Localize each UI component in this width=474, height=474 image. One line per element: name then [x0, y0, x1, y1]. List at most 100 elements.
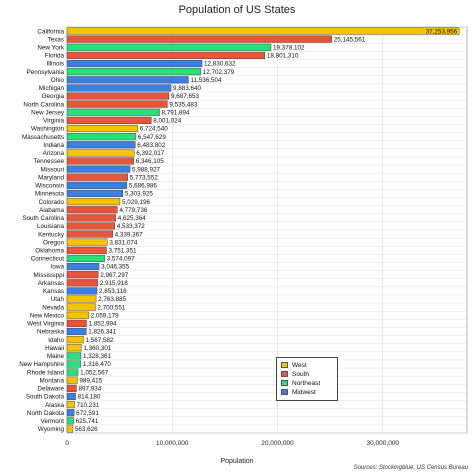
bar-value-label: 563,626	[75, 426, 98, 433]
bar-kansas	[66, 287, 98, 295]
legend-label-west: West	[292, 362, 307, 369]
y-category-label: Utah	[51, 296, 65, 303]
bar-delaware	[66, 384, 77, 392]
y-category-label: Colorado	[38, 199, 64, 206]
bar-alabama	[66, 206, 118, 214]
bar-value-label: 9,883,640	[173, 85, 202, 92]
bar-hawaii	[66, 344, 82, 352]
y-category-label: South Carolina	[22, 215, 64, 222]
bar-value-label: 5,303,925	[125, 191, 154, 198]
y-category-label: North Dakota	[27, 410, 65, 417]
bar-value-label: 2,763,885	[98, 296, 127, 303]
bar-iowa	[66, 263, 100, 271]
y-category-label: Idaho	[48, 337, 64, 344]
bar-georgia	[66, 92, 170, 100]
y-category-label: Nevada	[42, 304, 64, 311]
bar-new-mexico	[66, 311, 89, 319]
y-category-label: Hawaii	[45, 345, 64, 352]
y-category-label: Alabama	[39, 207, 64, 214]
y-category-label: Florida	[45, 53, 65, 60]
bar-value-label: 1,852,994	[89, 321, 118, 328]
y-category-label: Rhode Island	[27, 369, 65, 376]
y-category-label: Indiana	[43, 142, 64, 149]
y-category-label: Alaska	[45, 402, 64, 409]
bar-value-label: 2,853,118	[99, 288, 127, 295]
y-category-label: California	[37, 28, 64, 35]
bar-value-label: 1,567,582	[86, 337, 115, 344]
bar-value-label: 625,741	[76, 418, 99, 425]
bar-arizona	[66, 149, 135, 157]
bar-value-label: 989,415	[79, 377, 102, 384]
bar-value-label: 5,686,986	[129, 183, 158, 190]
bar-vermont	[66, 417, 74, 425]
y-category-label: Arizona	[43, 150, 65, 157]
y-category-label: Ohio	[51, 77, 65, 84]
bar-connecticut	[66, 254, 105, 262]
bar-value-label: 1,826,341	[88, 329, 117, 336]
bar-pennsylvania	[66, 68, 201, 76]
bar-value-label: 3,831,074	[109, 239, 138, 246]
y-category-label: Nebraska	[37, 329, 64, 336]
bar-value-label: 2,915,918	[100, 280, 129, 287]
y-category-label: Arkansas	[38, 280, 64, 287]
bar-mississippi	[66, 271, 99, 279]
bar-maryland	[66, 173, 128, 181]
bar-value-label: 6,392,017	[136, 150, 165, 157]
bar-value-label: 4,625,364	[118, 215, 147, 222]
bar-value-label: 4,533,372	[117, 223, 146, 230]
y-category-label: Louisiana	[37, 223, 64, 230]
bar-florida	[66, 51, 266, 59]
y-category-label: Virginia	[43, 118, 64, 125]
bar-rhode-island	[66, 368, 79, 376]
bar-value-label: 897,934	[78, 386, 101, 393]
bar-new-york	[66, 43, 272, 51]
bar-north-dakota	[66, 409, 75, 417]
bar-value-label: 18,801,310	[267, 53, 299, 60]
y-category-label: Tennessee	[34, 158, 65, 165]
legend-swatch-west	[281, 362, 288, 369]
legend-label-northeast: Northeast	[292, 380, 321, 387]
y-category-label: Minnesota	[35, 191, 65, 198]
legend-item-south: South	[281, 370, 333, 379]
bar-virginia	[66, 116, 152, 124]
bar-california	[66, 27, 460, 35]
bar-north-carolina	[66, 100, 168, 108]
bar-texas	[66, 35, 332, 43]
y-category-label: Massachusetts	[22, 134, 64, 141]
bar-oklahoma	[66, 246, 107, 254]
source-note: Sources: Stockingblue, US Census Bureau	[353, 465, 468, 471]
y-category-label: Vermont	[41, 418, 65, 425]
y-category-label: Wisconsin	[35, 183, 64, 190]
bar-alaska	[66, 401, 75, 409]
bar-value-label: 25,145,561	[334, 36, 366, 43]
bar-louisiana	[66, 222, 115, 230]
bar-value-label: 1,052,567	[80, 369, 109, 376]
x-axis-label: Population	[220, 458, 254, 465]
bar-value-label: 710,231	[76, 402, 99, 409]
bar-value-label: 2,967,297	[100, 272, 129, 279]
legend-label-south: South	[292, 371, 309, 378]
x-tick-label: 30,000,000	[367, 440, 400, 447]
bar-indiana	[66, 141, 136, 149]
bar-value-label: 672,591	[76, 410, 99, 417]
bar-missouri	[66, 165, 131, 173]
bar-nebraska	[66, 327, 87, 336]
y-category-label: Oklahoma	[35, 248, 64, 255]
bar-value-label: 2,059,179	[91, 312, 120, 319]
bar-value-label: 8,791,894	[162, 109, 191, 116]
y-category-label: Georgia	[42, 93, 65, 100]
bar-value-label: 5,029,196	[122, 199, 151, 206]
bar-colorado	[66, 198, 121, 206]
y-category-label: Illinois	[47, 61, 65, 68]
bar-value-label: 2,700,551	[97, 304, 126, 311]
x-tick-label: 20,000,000	[261, 440, 294, 447]
legend: West South Northeast Midwest	[276, 357, 338, 401]
bar-west-virginia	[66, 319, 87, 327]
bar-value-label: 6,547,629	[138, 134, 167, 141]
y-category-label: Michigan	[39, 85, 65, 92]
bar-value-label: 1,328,361	[83, 353, 112, 360]
y-category-label: Mississippi	[34, 272, 64, 279]
y-category-label: South Dakota	[26, 394, 65, 401]
bar-value-label: 6,724,540	[140, 126, 169, 133]
